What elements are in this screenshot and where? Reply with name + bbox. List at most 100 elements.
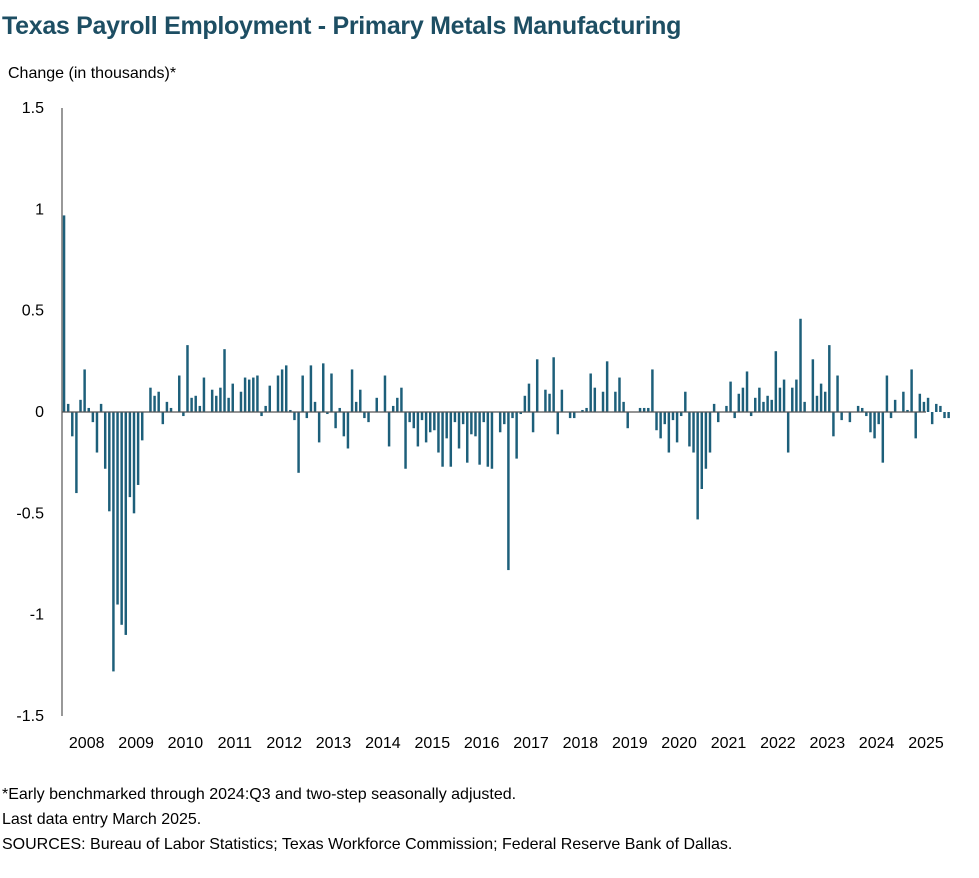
bar — [140, 412, 144, 441]
bar — [762, 401, 765, 412]
bar — [873, 412, 876, 439]
bar — [293, 412, 296, 421]
bar — [186, 345, 189, 412]
bar — [733, 412, 736, 419]
bar — [367, 412, 370, 423]
bar — [182, 412, 185, 417]
bar — [869, 412, 872, 433]
bar — [786, 412, 790, 453]
bar — [461, 412, 465, 425]
bar — [799, 318, 802, 412]
x-tick-label: 2010 — [168, 735, 204, 752]
bar — [881, 412, 885, 463]
y-tick-label: 1 — [35, 201, 44, 218]
bar — [466, 412, 469, 463]
bar — [638, 407, 642, 412]
bar — [383, 375, 387, 412]
bar — [568, 412, 572, 419]
bar — [614, 391, 617, 412]
bar — [840, 412, 843, 421]
chart-notes: *Early benchmarked through 2024:Q3 and t… — [2, 782, 732, 857]
bar — [149, 387, 152, 412]
bar — [708, 412, 712, 453]
bar — [716, 412, 720, 423]
x-tick-label: 2022 — [760, 735, 796, 752]
y-tick-label: -0.5 — [16, 505, 44, 522]
bar — [922, 401, 926, 412]
bar — [223, 349, 226, 412]
bar — [103, 412, 107, 469]
bar — [120, 412, 123, 625]
bar — [651, 369, 654, 412]
bar — [856, 405, 860, 412]
bar — [527, 383, 531, 412]
bar — [136, 412, 140, 485]
bar — [313, 401, 317, 412]
bar — [712, 403, 716, 412]
bar — [803, 401, 806, 412]
bar — [165, 401, 169, 412]
bar — [404, 412, 407, 469]
bar — [692, 412, 695, 453]
bar — [939, 405, 942, 412]
bar — [679, 412, 683, 417]
bar — [926, 397, 930, 412]
bar — [782, 379, 786, 412]
bar — [132, 412, 136, 514]
bar — [79, 399, 82, 412]
bar — [778, 387, 782, 412]
bar — [906, 409, 909, 412]
y-tick-label: 0.5 — [22, 303, 44, 320]
bar — [322, 363, 325, 412]
bar — [231, 383, 234, 412]
bar — [342, 412, 346, 437]
bar — [791, 387, 794, 412]
bar — [301, 375, 304, 412]
bar — [507, 412, 510, 571]
bar — [375, 397, 378, 412]
bar — [935, 403, 938, 412]
x-tick-label: 2020 — [661, 735, 697, 752]
bar — [391, 405, 395, 412]
x-tick-label: 2025 — [908, 735, 944, 752]
bar — [885, 375, 889, 412]
bar — [338, 407, 341, 412]
bar — [795, 379, 798, 412]
x-tick-label: 2008 — [69, 735, 105, 752]
bar — [437, 412, 440, 453]
bar — [62, 215, 66, 412]
x-tick-label: 2016 — [464, 735, 500, 752]
bar — [112, 412, 115, 672]
bar — [737, 393, 741, 412]
bar — [601, 391, 605, 412]
bar — [219, 387, 222, 412]
bar — [359, 389, 362, 412]
bar — [848, 412, 852, 423]
bar — [902, 391, 905, 412]
bar — [647, 407, 650, 412]
bar — [766, 395, 769, 412]
y-tick-label: -1 — [30, 607, 44, 624]
bar — [239, 391, 243, 412]
bar — [548, 393, 551, 412]
bar — [354, 401, 358, 412]
bar — [828, 345, 831, 412]
y-tick-label: 1.5 — [22, 100, 44, 117]
bar — [83, 369, 86, 412]
bar — [449, 412, 453, 467]
bar — [428, 412, 432, 433]
bar — [346, 412, 350, 449]
bar — [593, 387, 597, 412]
bar — [412, 412, 416, 429]
bar — [626, 412, 629, 429]
y-tick-labels: 1.5 1 0.5 0 -0.5 -1 -1.5 — [16, 100, 44, 725]
bar — [659, 412, 662, 439]
bar — [264, 405, 267, 412]
bar — [605, 361, 609, 412]
bar-chart: 1.510.50-0.5-1-1.5 2008 2009 2010 2011 2012 2… — [16, 100, 950, 752]
bar — [581, 409, 584, 412]
bar — [400, 387, 403, 412]
bar — [696, 412, 699, 520]
y-axis-label: Change (in thousands)* — [8, 65, 177, 82]
bar — [247, 379, 251, 412]
